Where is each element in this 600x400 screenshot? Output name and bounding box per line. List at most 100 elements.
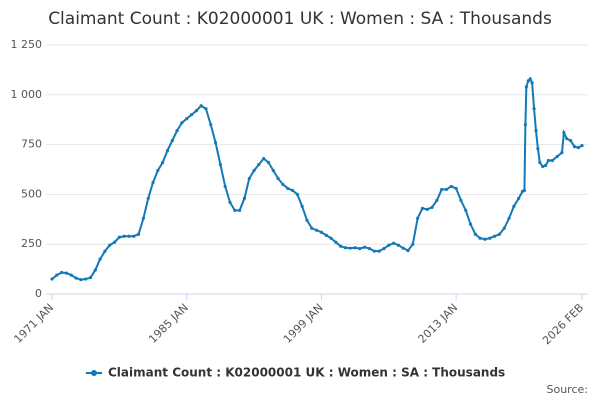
point	[430, 205, 434, 209]
point	[367, 246, 372, 251]
point	[218, 162, 222, 167]
point	[528, 77, 532, 81]
point	[88, 276, 93, 280]
source: Source:	[547, 383, 589, 396]
point	[165, 148, 170, 153]
point	[132, 234, 136, 238]
point	[319, 230, 324, 234]
point	[534, 129, 538, 133]
point	[122, 234, 126, 238]
point	[310, 226, 314, 230]
point	[315, 228, 319, 232]
x-tick-label: 1971 JAN	[11, 301, 56, 346]
point	[538, 160, 542, 165]
point	[544, 163, 548, 168]
point	[464, 208, 468, 212]
point	[233, 208, 237, 212]
point	[488, 236, 492, 240]
point	[117, 235, 121, 239]
point	[50, 277, 54, 281]
point	[440, 187, 444, 192]
point	[530, 81, 534, 85]
point	[69, 273, 73, 277]
point	[536, 146, 540, 151]
point	[93, 268, 97, 272]
y-tick-label: 500	[21, 187, 42, 200]
x-tick-label: 1999 JAN	[281, 301, 326, 346]
point	[420, 206, 425, 210]
y-tick-label: 1 250	[11, 38, 43, 51]
legend-label: Claimant Count : K02000001 UK : Women : …	[108, 366, 505, 380]
point	[136, 232, 141, 236]
point	[84, 277, 88, 281]
point	[156, 168, 160, 173]
point	[286, 186, 290, 191]
point	[74, 276, 78, 280]
point	[339, 244, 343, 248]
point	[555, 154, 559, 159]
point	[425, 207, 429, 211]
point	[435, 198, 439, 202]
point	[517, 196, 521, 200]
point	[532, 107, 536, 111]
point	[199, 104, 203, 108]
point	[55, 273, 59, 277]
point	[468, 222, 473, 226]
point	[348, 246, 352, 250]
point	[300, 204, 304, 208]
point	[161, 160, 165, 165]
point	[541, 164, 545, 169]
point	[112, 240, 117, 244]
point	[238, 208, 242, 212]
point	[358, 246, 362, 251]
point	[546, 158, 551, 163]
point	[524, 85, 528, 89]
point	[493, 234, 497, 238]
point	[387, 243, 391, 247]
point	[507, 216, 511, 220]
point	[79, 278, 83, 282]
point	[560, 150, 564, 155]
point	[228, 200, 232, 204]
point	[290, 188, 295, 193]
point	[478, 236, 482, 240]
point	[276, 176, 280, 181]
point	[416, 216, 420, 220]
point	[502, 226, 506, 230]
point	[382, 246, 386, 251]
point	[108, 243, 112, 247]
y-tick-label: 750	[21, 138, 42, 151]
point	[562, 131, 566, 135]
chart-title: Claimant Count : K02000001 UK : Women : …	[48, 9, 552, 29]
point	[189, 113, 194, 117]
point	[459, 198, 463, 202]
point	[572, 144, 577, 149]
point	[391, 241, 396, 245]
point	[170, 139, 174, 143]
point	[98, 257, 102, 261]
point	[550, 158, 554, 163]
point	[449, 184, 453, 189]
series-line	[51, 77, 583, 281]
point	[64, 271, 69, 275]
point	[372, 249, 376, 253]
point	[473, 232, 477, 236]
point	[295, 192, 299, 196]
point	[512, 204, 516, 208]
point	[305, 218, 309, 222]
point	[185, 117, 189, 121]
x-tick-label: 1985 JAN	[146, 301, 191, 346]
point	[324, 233, 328, 237]
point	[209, 123, 213, 127]
point	[271, 168, 275, 173]
point	[281, 182, 285, 187]
point	[151, 180, 155, 185]
point	[247, 176, 251, 181]
point	[343, 246, 348, 250]
x-tick-label: 2026 FEB	[540, 301, 586, 347]
point	[180, 121, 184, 125]
point	[444, 187, 449, 192]
point	[329, 236, 333, 240]
y-tick-label: 0	[35, 287, 42, 300]
